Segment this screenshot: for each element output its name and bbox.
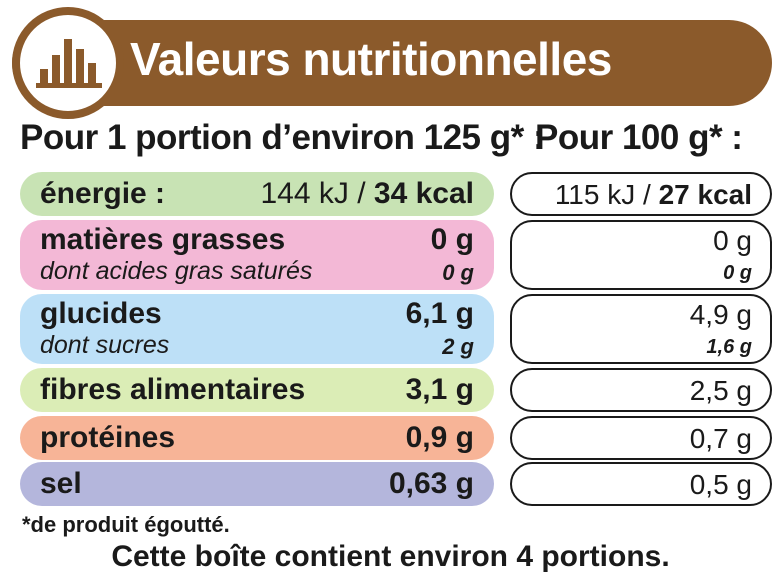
row-matieres-grasses: matières grasses 0 g dont acides gras sa… [20,220,494,290]
logo [12,7,124,119]
box-energie-100g: 115 kJ / 27 kcal [510,172,772,216]
value-energie-100g: 115 kJ / 27 kcal [554,179,752,210]
label-proteines: protéines [40,421,176,454]
value-energie-portion: 144 kJ / 34 kcal [260,177,475,210]
column-header-100g: Pour 100 g* : [535,118,743,157]
value-glucides-portion: 6,1 g [405,297,474,330]
label-fibres: fibres alimentaires [40,373,306,406]
value-sucres-100g: 1,6 g [706,336,752,358]
label-sel: sel [40,467,82,500]
box-proteines-100g: 0,7 g [510,416,772,460]
box-sel-100g: 0,5 g [510,462,772,506]
row-glucides: glucides 6,1 g dont sucres 2 g [20,294,494,364]
value-fibres-100g: 2,5 g [689,375,752,406]
row-proteines: protéines 0,9 g [20,416,494,460]
value-fibres-portion: 3,1 g [405,373,474,406]
label-glucides: glucides [40,297,162,330]
label-matieres-grasses: matières grasses [40,223,286,256]
value-proteines-100g: 0,7 g [689,423,752,454]
column-header-portion: Pour 1 portion d’environ 125 g* : [20,118,545,157]
value-sucres-portion: 2 g [442,334,474,359]
value-proteines-portion: 0,9 g [405,421,474,454]
box-matieres-100g: 0 g 0 g [510,220,772,290]
page-title: Valeurs nutritionnelles [130,33,612,85]
row-energie: énergie : 144 kJ / 34 kcal [20,172,494,216]
box-glucides-100g: 4,9 g 1,6 g [510,294,772,364]
title-banner: Valeurs nutritionnelles [12,7,772,119]
label-acides-gras: dont acides gras saturés [40,257,313,285]
row-sel: sel 0,63 g [20,462,494,506]
value-sel-100g: 0,5 g [689,469,752,500]
value-acides-gras-portion: 0 g [442,260,474,285]
label-energie: énergie : [40,177,166,210]
bar-chart-icon [36,39,102,88]
value-matieres-portion: 0 g [430,223,474,256]
value-matieres-100g: 0 g [713,225,752,256]
row-fibres: fibres alimentaires 3,1 g [20,368,494,412]
value-glucides-100g: 4,9 g [689,299,752,330]
footnote: *de produit égoutté. [22,512,230,537]
value-acides-gras-100g: 0 g [723,262,752,284]
box-fibres-100g: 2,5 g [510,368,772,412]
value-sel-portion: 0,63 g [388,467,474,500]
portions-note: Cette boîte contient environ 4 portions. [111,540,670,573]
label-sucres: dont sucres [40,331,170,359]
